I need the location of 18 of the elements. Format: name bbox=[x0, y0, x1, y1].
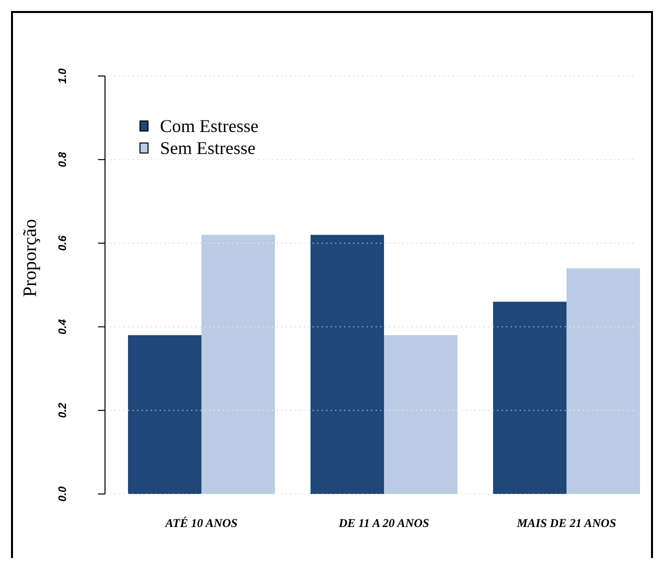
y-tick-label: 1.0 bbox=[57, 67, 69, 84]
bar bbox=[201, 234, 275, 494]
x-tick-label: DE 11 A 20 ANOS bbox=[338, 516, 430, 530]
y-tick-label: 0.8 bbox=[57, 151, 69, 168]
bar bbox=[493, 302, 567, 494]
x-tick-label: MAIS DE 21 ANOS bbox=[516, 516, 616, 530]
bar bbox=[310, 234, 384, 494]
y-tick-label: 0.2 bbox=[57, 402, 69, 418]
y-tick-label: 0.6 bbox=[57, 234, 69, 251]
y-tick-label: 0.0 bbox=[57, 485, 69, 502]
legend-label: Sem Estresse bbox=[160, 138, 256, 158]
x-tick-label: ATÉ 10 ANOS bbox=[164, 516, 238, 530]
bar bbox=[566, 268, 640, 494]
bar bbox=[128, 335, 202, 494]
bar bbox=[384, 335, 458, 494]
legend-label: Com Estresse bbox=[160, 116, 258, 136]
y-tick-label: 0.4 bbox=[57, 319, 69, 334]
y-axis-title: Proporção bbox=[20, 218, 41, 298]
